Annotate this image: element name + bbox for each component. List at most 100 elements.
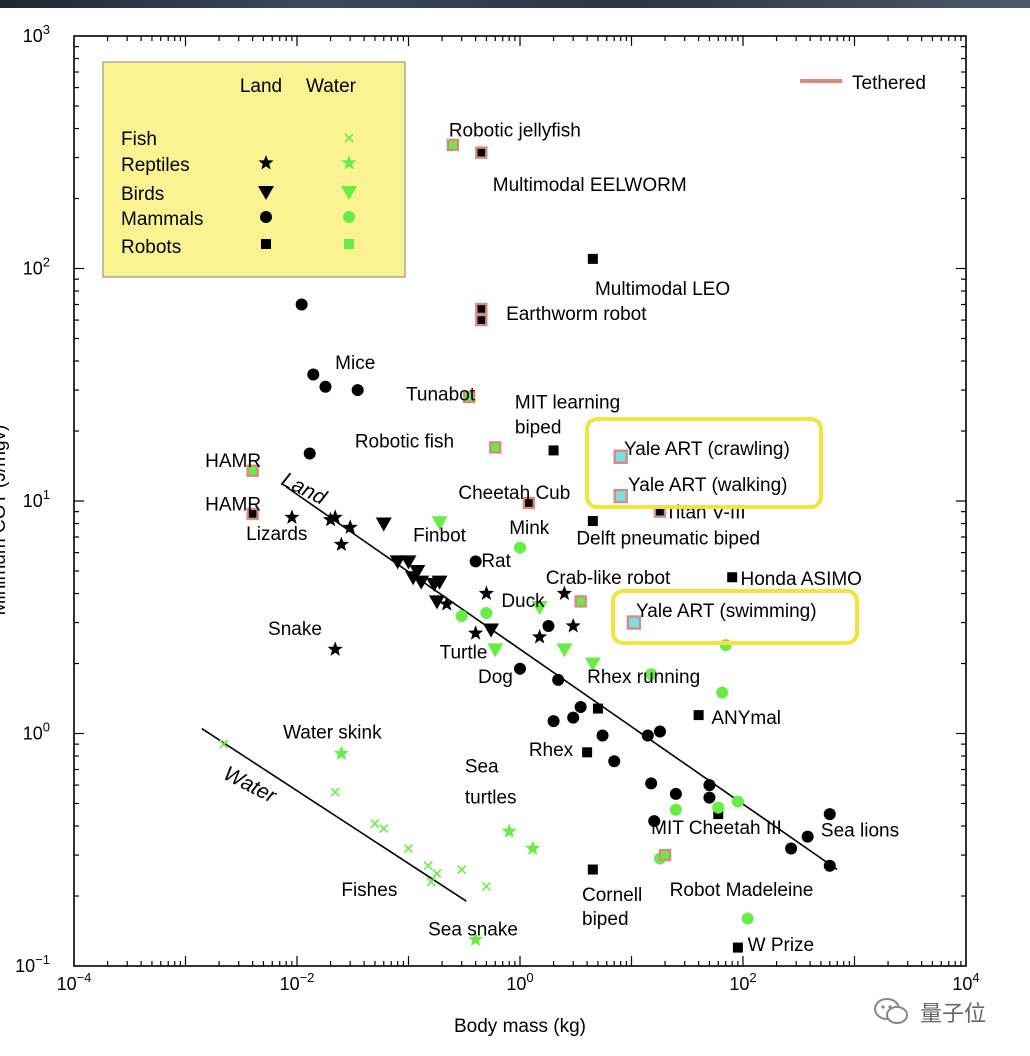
point-label: Rat <box>481 551 511 572</box>
data-point-stroke-b <box>457 864 467 875</box>
x-tick-label: 104 <box>952 970 979 994</box>
point-label: biped <box>515 418 562 439</box>
data-point <box>785 842 798 855</box>
point-label: MIT learning <box>515 392 620 413</box>
data-point-stroke-b <box>370 818 380 829</box>
legend-land-marker <box>258 186 274 200</box>
data-point <box>584 657 601 672</box>
data-point <box>370 818 380 829</box>
data-point <box>648 815 661 828</box>
data-point <box>501 823 517 838</box>
data-point <box>333 536 349 551</box>
data-point <box>713 809 724 820</box>
data-points <box>219 138 836 953</box>
data-point <box>565 618 581 633</box>
data-point <box>525 840 541 855</box>
data-point <box>462 390 476 404</box>
legend-label-reptiles: Reptiles <box>121 155 190 176</box>
legend-water-marker <box>344 133 354 143</box>
data-point <box>531 601 548 616</box>
point-label: Sea snake <box>428 920 518 941</box>
data-point <box>626 615 642 630</box>
data-point-stroke-b <box>330 787 340 797</box>
legend-water-marker <box>344 239 354 249</box>
data-point-stroke-b <box>379 824 389 834</box>
data-point-stroke-b <box>423 861 433 871</box>
point-labels: Robotic jellyfish Multimodal EELWORM Multi… <box>205 120 899 956</box>
point-label: Tunabot <box>406 385 476 406</box>
data-point <box>719 639 732 652</box>
data-point-stroke-b <box>426 877 436 887</box>
water-trend-label: Water <box>220 762 281 808</box>
data-point <box>323 511 339 527</box>
point-label: W Prize <box>748 935 815 956</box>
data-point <box>716 686 729 699</box>
point-label: Mink <box>509 518 550 539</box>
data-point <box>669 803 682 816</box>
series-yale-art <box>613 449 642 630</box>
series-land-mammals <box>295 298 836 872</box>
data-point <box>532 629 548 644</box>
y-tick-label: 10−1 <box>15 952 50 976</box>
data-point <box>489 441 502 454</box>
point-label: biped <box>582 909 629 930</box>
wechat-icon <box>874 998 908 1024</box>
data-point <box>731 795 744 808</box>
data-point <box>542 619 555 632</box>
data-point <box>246 464 259 477</box>
data-point <box>801 830 814 843</box>
data-point <box>658 848 672 862</box>
data-point <box>379 824 389 834</box>
y-tick-label: 103 <box>23 22 50 46</box>
data-point <box>703 779 716 792</box>
data-point <box>613 449 628 464</box>
tethered-legend: Tethered <box>800 73 926 94</box>
data-point <box>389 555 406 570</box>
legend-markers <box>258 133 357 249</box>
legend-land-marker <box>261 239 271 249</box>
legend-land-marker <box>258 155 274 170</box>
x-tick-label: 10−4 <box>57 970 92 994</box>
legend-box <box>102 61 406 278</box>
x-tick-label: 100 <box>506 970 533 994</box>
point-label: Cheetah Cub <box>458 483 570 504</box>
y-tick-label: 100 <box>23 720 50 744</box>
data-point <box>455 610 468 623</box>
data-point <box>741 912 754 925</box>
legend-water-marker-stroke-b <box>344 133 354 143</box>
data-point <box>400 555 417 570</box>
data-point <box>303 447 316 460</box>
data-point <box>475 302 488 316</box>
data-point <box>613 488 628 504</box>
series-water-birds <box>431 516 601 672</box>
yale-label-crawling: Yale ART (crawling) <box>624 439 790 460</box>
point-label: Rhex <box>529 740 574 761</box>
legend-water-marker <box>343 211 355 223</box>
data-point <box>330 787 340 797</box>
point-label: HAMR <box>205 495 261 516</box>
data-point <box>592 703 603 714</box>
data-point <box>468 931 484 946</box>
data-point <box>645 777 658 790</box>
data-point <box>582 747 593 758</box>
data-point <box>514 541 526 554</box>
series-water-fishes <box>219 739 492 891</box>
tethered-label: Tethered <box>852 73 926 94</box>
data-point <box>405 571 422 586</box>
data-point <box>823 808 836 821</box>
point-label: Crab-like robot <box>546 568 671 589</box>
data-point <box>351 384 364 397</box>
legend-water-marker <box>341 186 357 200</box>
data-point <box>481 881 492 891</box>
data-point <box>574 595 587 608</box>
top-image-strip <box>0 0 1030 8</box>
data-point <box>487 643 504 658</box>
data-point-stroke-b <box>219 739 229 749</box>
y-tick-label: 101 <box>23 487 50 511</box>
data-point <box>556 585 572 600</box>
data-point <box>727 572 738 583</box>
data-point <box>703 791 716 804</box>
yale-label-swimming: Yale ART (swimming) <box>636 601 817 622</box>
point-label: Fishes <box>341 880 397 901</box>
